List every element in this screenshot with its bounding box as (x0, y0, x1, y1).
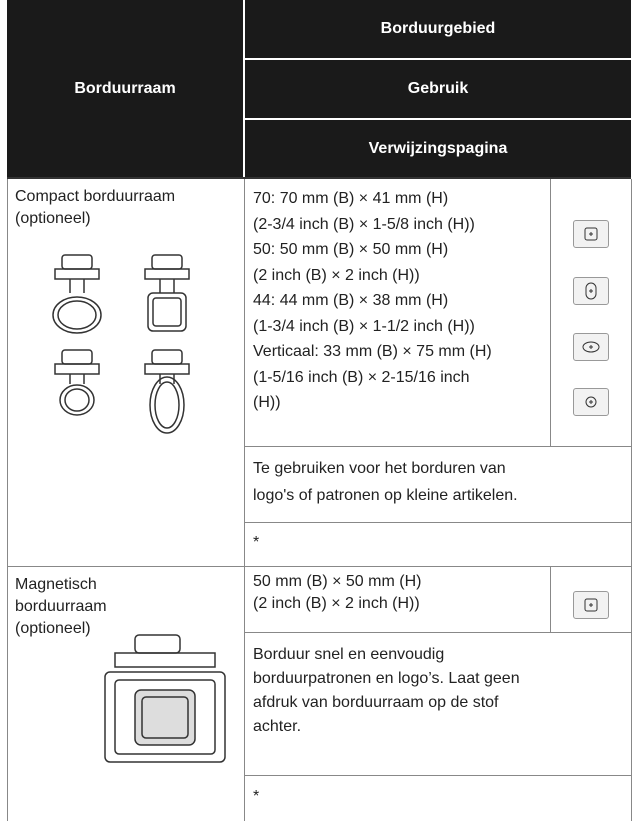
text-line: (2 inch (B) × 2 inch (H)) (253, 266, 420, 284)
usage-text: Te gebruiken voor het borduren van logo's… (253, 455, 518, 509)
text-line: (2-3/4 inch (B) × 1-5/8 inch (H)) (253, 215, 475, 233)
usage-text: Borduur snel en eenvoudig borduurpatronen… (253, 643, 520, 739)
icon (573, 333, 609, 361)
text-line: Te gebruiken voor het borduren van (253, 460, 506, 477)
area-text: 50 mm (B) × 50 mm (H) (2 inch (B) × 2 inc… (253, 571, 421, 615)
frame-name: Compact borduurraam (optioneel) (15, 186, 175, 230)
icon (573, 388, 609, 416)
magnetic-frame-image (104, 634, 226, 763)
header-reference: Verwijzingspagina (245, 120, 631, 177)
border (631, 179, 632, 821)
header-rule (7, 177, 631, 179)
border (7, 566, 631, 567)
frame-name: Magnetisch borduurraam (optioneel) (15, 574, 107, 640)
header-usage: Gebruik (245, 60, 631, 118)
border (244, 446, 631, 447)
reference: * (253, 534, 260, 551)
icon (573, 220, 609, 248)
text-line: borduurraam (15, 598, 107, 615)
reference: * (253, 788, 260, 805)
text-line: 50: 50 mm (B) × 50 mm (H) (253, 241, 449, 258)
text-line: Verticaal: 33 mm (B) × 75 mm (H) (253, 343, 492, 360)
text-line: (H)) (253, 394, 281, 411)
text-line: Magnetisch (15, 576, 97, 593)
border (244, 775, 631, 776)
text-line: Compact borduurraam (15, 188, 176, 205)
header-frame: Borduurraam (7, 0, 243, 177)
text-line: logo's of patronen op kleine artikelen. (253, 487, 518, 504)
text-line: Borduur snel en eenvoudig (253, 646, 445, 663)
border (7, 179, 8, 821)
text-line: (2 inch (B) × 2 inch (H)) (253, 595, 420, 612)
compact-frame-image (52, 254, 190, 434)
text-line: 70: 70 mm (B) × 41 mm (H) (253, 190, 449, 207)
border (550, 567, 551, 632)
area-text: 70: 70 mm (B) × 41 mm (H) (2-3/4 inch (B)… (253, 186, 492, 416)
text-line: achter. (253, 718, 302, 735)
border (550, 179, 551, 446)
text-line: (1-5/16 inch (B) × 2-15/16 inch (253, 368, 470, 386)
border (244, 179, 245, 821)
border (244, 632, 631, 633)
text-line: afdruk van borduurraam op de stof (253, 694, 499, 711)
text-line: 50 mm (B) × 50 mm (H) (253, 573, 422, 590)
icon (573, 277, 609, 305)
border (244, 522, 631, 523)
text-line: borduurpatronen en logo’s. Laat geen (253, 670, 520, 687)
text-line: (optioneel) (15, 620, 91, 637)
icon (573, 591, 609, 619)
text-line: (optioneel) (15, 210, 91, 227)
header-area: Borduurgebied (245, 0, 631, 58)
text-line: 44: 44 mm (B) × 38 mm (H) (253, 292, 449, 309)
text-line: (1-3/4 inch (B) × 1-1/2 inch (H)) (253, 317, 475, 335)
